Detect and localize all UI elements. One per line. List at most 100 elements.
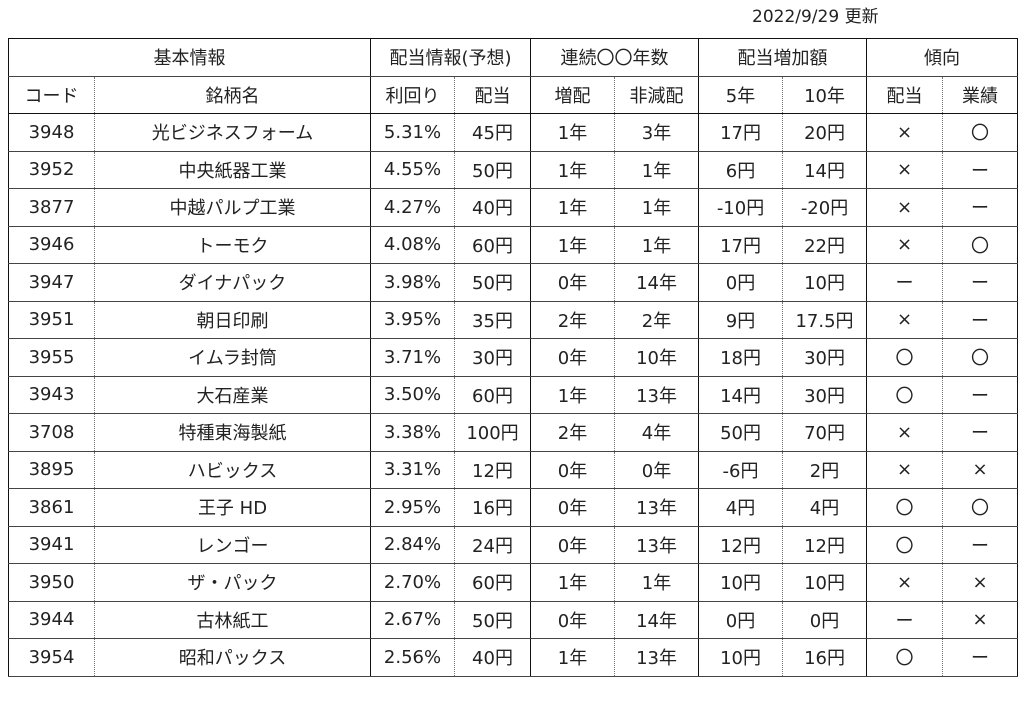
cell-increase-5y: 0円 bbox=[698, 601, 784, 639]
cell-increase-years: 2年 bbox=[530, 301, 616, 339]
cell-yield: 4.55% bbox=[370, 151, 455, 189]
cell-trend-dividend: 〇 bbox=[866, 338, 944, 377]
cell-code: 3954 bbox=[8, 638, 95, 677]
cell-trend-earnings: 〇 bbox=[942, 113, 1019, 152]
cell-name: ハビックス bbox=[94, 451, 371, 489]
cell-trend-dividend: 〇 bbox=[866, 376, 944, 414]
table-row: 3955 イムラ封筒 3.71% 30円 0年 10年 18円 30円〇〇 bbox=[8, 338, 1019, 377]
cell-trend-earnings: ー bbox=[942, 638, 1019, 677]
cell-increase-10y: 12円 bbox=[782, 526, 868, 564]
cell-dividend: 60円 bbox=[454, 563, 532, 602]
cell-dividend: 12円 bbox=[454, 451, 532, 489]
cell-code: 3948 bbox=[8, 113, 95, 152]
cell-non-decrease-years: 1年 bbox=[614, 151, 700, 189]
cell-trend-dividend: × bbox=[866, 188, 944, 227]
cell-non-decrease-years: 2年 bbox=[614, 301, 700, 339]
cell-trend-earnings: × bbox=[942, 451, 1019, 489]
cell-increase-10y: 30円 bbox=[782, 338, 868, 377]
cell-increase-5y: 12円 bbox=[698, 526, 784, 564]
cell-name: 光ビジネスフォーム bbox=[94, 113, 371, 152]
cell-increase-10y: 17.5円 bbox=[782, 301, 868, 339]
cell-yield: 3.95% bbox=[370, 301, 455, 339]
cell-name: ダイナパック bbox=[94, 263, 371, 302]
cell-code: 3943 bbox=[8, 376, 95, 414]
cell-trend-earnings: × bbox=[942, 601, 1019, 639]
group-header-row: 基本情報 配当情報(予想) 連続〇〇年数 配当増加額 傾向 bbox=[8, 38, 1019, 77]
cell-increase-10y: 10円 bbox=[782, 563, 868, 602]
cell-increase-years: 1年 bbox=[530, 563, 616, 602]
cell-code: 3941 bbox=[8, 526, 95, 564]
table-row: 3948 光ビジネスフォーム 5.31% 45円 1年 3年 17円 20円 × 〇 bbox=[8, 113, 1019, 152]
cell-trend-dividend: 〇 bbox=[866, 526, 944, 564]
cell-dividend: 24円 bbox=[454, 526, 532, 564]
cell-name: イムラ封筒 bbox=[94, 338, 371, 377]
cell-increase-years: 1年 bbox=[530, 376, 616, 414]
cell-increase-10y: 0円 bbox=[782, 601, 868, 639]
cell-yield: 4.27% bbox=[370, 188, 455, 227]
table-row: 3950 ザ・パック 2.70% 60円 1年 1年 10円 10円 × × bbox=[8, 563, 1019, 602]
cell-non-decrease-years: 1年 bbox=[614, 563, 700, 602]
cell-yield: 3.98% bbox=[370, 263, 455, 302]
cell-dividend: 35円 bbox=[454, 301, 532, 339]
cell-trend-earnings: 〇 bbox=[942, 338, 1019, 377]
cell-increase-10y: 16円 bbox=[782, 638, 868, 677]
table-row: 3952 中央紙器工業 4.55% 50円 1年 1年 6円 14円 × ー bbox=[8, 151, 1019, 189]
cell-non-decrease-years: 0年 bbox=[614, 451, 700, 489]
cell-code: 3950 bbox=[8, 563, 95, 602]
table-row: 3877 中越パルプ工業 4.27% 40円 1年 1年 -10円 -20円 × ー bbox=[8, 188, 1019, 227]
cell-dividend: 40円 bbox=[454, 638, 532, 677]
cell-increase-10y: 14円 bbox=[782, 151, 868, 189]
cell-non-decrease-years: 13年 bbox=[614, 376, 700, 414]
cell-dividend: 50円 bbox=[454, 601, 532, 639]
group-header: 傾向 bbox=[866, 38, 1019, 77]
cell-code: 3861 bbox=[8, 488, 95, 527]
column-header-trend-earnings: 業績 bbox=[942, 76, 1019, 114]
cell-yield: 2.84% bbox=[370, 526, 455, 564]
cell-name: トーモク bbox=[94, 226, 371, 264]
cell-yield: 3.38% bbox=[370, 413, 455, 452]
cell-trend-earnings: ー bbox=[942, 263, 1019, 302]
cell-trend-earnings: ー bbox=[942, 413, 1019, 452]
cell-code: 3951 bbox=[8, 301, 95, 339]
table-row: 3946 トーモク 4.08% 60円 1年 1年 17円 22円 × 〇 bbox=[8, 226, 1019, 264]
cell-trend-dividend: × bbox=[866, 563, 944, 602]
cell-increase-10y: 20円 bbox=[782, 113, 868, 152]
table-row: 3895 ハビックス 3.31% 12円 0年 0年 -6円 2円 × × bbox=[8, 451, 1019, 489]
cell-trend-earnings: × bbox=[942, 563, 1019, 602]
dividend-table: 基本情報 配当情報(予想) 連続〇〇年数 配当増加額 傾向 コード 銘柄名 利回り 配当 増配非… bbox=[8, 38, 1019, 677]
table-row: 3947 ダイナパック 3.98% 50円 0年 14年 0円 10円ーー bbox=[8, 263, 1019, 302]
cell-name: レンゴー bbox=[94, 526, 371, 564]
cell-dividend: 60円 bbox=[454, 226, 532, 264]
cell-non-decrease-years: 3年 bbox=[614, 113, 700, 152]
column-header-increase-5y: 5年 bbox=[698, 76, 784, 114]
cell-trend-dividend: × bbox=[866, 113, 944, 152]
cell-non-decrease-years: 14年 bbox=[614, 601, 700, 639]
cell-increase-10y: 30円 bbox=[782, 376, 868, 414]
cell-increase-5y: -6円 bbox=[698, 451, 784, 489]
table-row: 3943 大石産業 3.50% 60円 1年 13年 14円 30円〇ー bbox=[8, 376, 1019, 414]
cell-non-decrease-years: 13年 bbox=[614, 526, 700, 564]
cell-yield: 5.31% bbox=[370, 113, 455, 152]
cell-increase-years: 1年 bbox=[530, 188, 616, 227]
cell-increase-5y: 9円 bbox=[698, 301, 784, 339]
updated-date: 2022/9/29 更新 bbox=[752, 7, 879, 27]
cell-trend-earnings: ー bbox=[942, 151, 1019, 189]
cell-non-decrease-years: 13年 bbox=[614, 488, 700, 527]
cell-trend-dividend: 〇 bbox=[866, 488, 944, 527]
cell-increase-10y: 70円 bbox=[782, 413, 868, 452]
cell-yield: 4.08% bbox=[370, 226, 455, 264]
cell-increase-10y: -20円 bbox=[782, 188, 868, 227]
cell-code: 3947 bbox=[8, 263, 95, 302]
cell-increase-years: 0年 bbox=[530, 338, 616, 377]
cell-name: 王子 HD bbox=[94, 488, 371, 527]
cell-increase-years: 0年 bbox=[530, 451, 616, 489]
cell-yield: 2.95% bbox=[370, 488, 455, 527]
cell-yield: 3.31% bbox=[370, 451, 455, 489]
cell-trend-dividend: × bbox=[866, 451, 944, 489]
cell-code: 3895 bbox=[8, 451, 95, 489]
group-header: 連続〇〇年数 bbox=[530, 38, 700, 77]
column-header-yield: 利回り bbox=[370, 76, 455, 114]
cell-dividend: 50円 bbox=[454, 151, 532, 189]
cell-yield: 3.50% bbox=[370, 376, 455, 414]
column-header-increase-years: 増配 bbox=[530, 76, 616, 114]
